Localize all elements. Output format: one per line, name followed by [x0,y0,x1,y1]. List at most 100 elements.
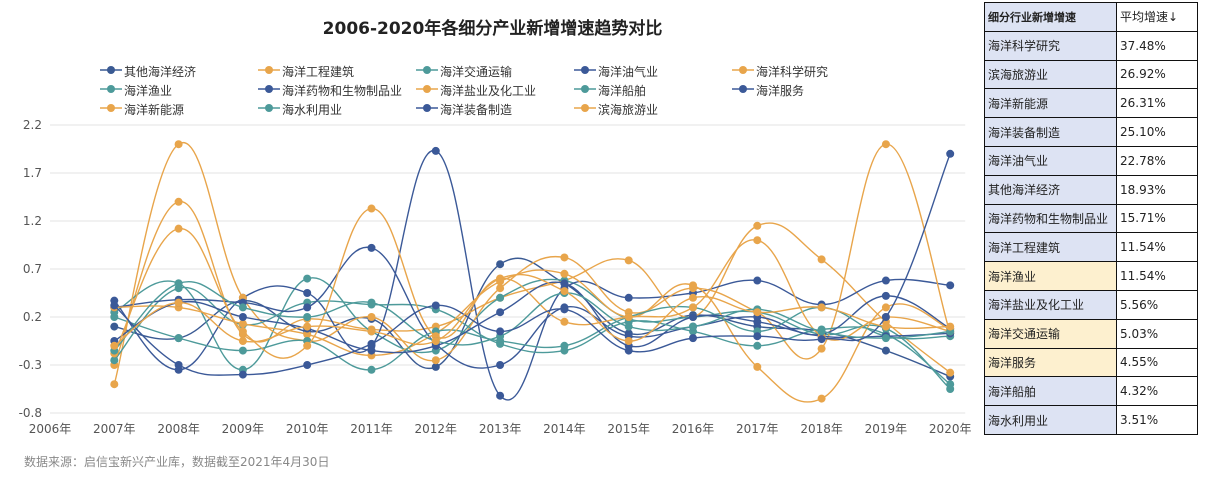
chart-title: 2006-2020年各细分产业新增增速趋势对比 [322,19,663,39]
table-row: 海洋交通运输 5.03% [984,318,1198,349]
data-point [624,256,633,265]
legend-marker [100,104,122,112]
industry-name: 海洋药物和生物制品业 [984,203,1117,234]
series-12 [110,149,955,379]
legend-marker [574,66,596,74]
data-point [174,197,183,206]
data-point [560,317,569,326]
legend-marker [732,66,754,74]
data-point [946,281,955,290]
industry-name: 海水利用业 [984,405,1117,435]
data-point [881,303,890,312]
data-point [689,293,697,302]
data-point [624,313,633,321]
data-point [431,362,440,371]
legend-label: 海水利用业 [282,103,343,117]
data-point [238,303,247,312]
x-tick-label: 2008年 [157,422,200,436]
legend-marker [416,85,438,93]
industry-name: 海洋装备制造 [984,117,1117,147]
series-line [113,150,951,401]
industry-name: 海洋工程建筑 [984,232,1117,263]
legend-marker [574,85,596,93]
data-point [303,361,312,369]
series-3 [110,146,955,401]
average-rate: 11.54% [1116,232,1198,263]
data-point [689,313,697,321]
table-row: 海洋盐业及化工业 5.56% [984,289,1198,320]
axis-labels: 2.2 1.7 1.2 0.7 0.2 -0.3 -0.8 2006年 2007年 2008年 20… [19,118,972,436]
y-tick-label: 1.2 [23,214,42,228]
data-point [753,236,762,245]
series-line [114,305,951,371]
data-point [881,346,890,355]
x-tick-label: 2013年 [479,422,522,436]
industry-name: 海洋船舶 [984,376,1117,407]
data-point [303,313,312,321]
legend-label: 海洋药物和生物制品业 [282,84,403,98]
industry-name: 其他海洋经济 [984,174,1117,205]
legend-label: 其他海洋经济 [124,65,197,79]
y-tick-label: 0.7 [23,262,42,276]
data-point [496,293,505,302]
data-point [431,356,440,365]
data-point [946,380,955,389]
data-point [174,140,183,149]
data-point [753,276,762,285]
data-point [174,224,183,233]
table-row: 海洋科学研究 37.48% [984,30,1198,61]
data-point [110,380,119,389]
data-point [431,146,440,155]
data-point [303,303,312,312]
average-rate: 26.31% [1116,88,1198,119]
legend-label: 海洋工程建筑 [282,65,355,79]
data-point [367,298,376,307]
average-rate: 15.71% [1116,203,1198,234]
legend-label: 海洋盐业及化工业 [440,84,537,98]
industry-name: 海洋服务 [984,347,1117,378]
data-point [238,370,247,379]
header-average-rate[interactable]: 平均增速↓ [1116,2,1198,32]
legend-label: 海洋船舶 [598,84,647,98]
data-point [367,346,376,355]
legend-label: 海洋油气业 [598,65,659,79]
table-row: 海水利用业 3.51% [984,405,1198,435]
table-row: 海洋新能源 26.31% [984,88,1198,119]
data-point [496,391,505,400]
data-point [238,313,247,321]
y-tick-label: 0.2 [23,310,42,324]
legend-marker [258,104,280,112]
header-industry: 细分行业新增增速 [984,2,1117,32]
data-point [238,346,247,355]
table-row: 其他海洋经济 18.93% [984,174,1198,205]
data-point [817,344,826,353]
data-point [624,346,633,355]
legend-label: 海洋科学研究 [756,65,829,79]
data-point [560,341,569,350]
data-point [560,279,569,288]
legend-label: 海洋服务 [756,84,805,98]
x-tick-label: 2019年 [865,422,908,436]
data-point [689,334,697,343]
industry-name: 海洋盐业及化工业 [984,289,1117,320]
data-point [560,287,569,296]
legend-marker [258,85,280,93]
data-point [110,322,119,331]
data-point [753,308,762,317]
legend-marker [574,104,596,112]
data-point [496,327,505,336]
x-tick-label: 2012年 [415,422,458,436]
data-point [881,291,890,300]
data-point [238,327,247,336]
data-point [689,281,697,290]
series-lines [110,140,955,403]
legend-marker [732,85,754,93]
y-tick-label: 1.7 [23,166,42,180]
data-point [174,298,183,307]
x-tick-label: 2006年 [29,422,72,436]
data-point [753,332,762,341]
data-point [946,322,955,331]
data-point [817,327,826,336]
table-header-row: 细分行业新增增速 平均增速↓ [984,2,1198,32]
data-point [110,301,119,310]
